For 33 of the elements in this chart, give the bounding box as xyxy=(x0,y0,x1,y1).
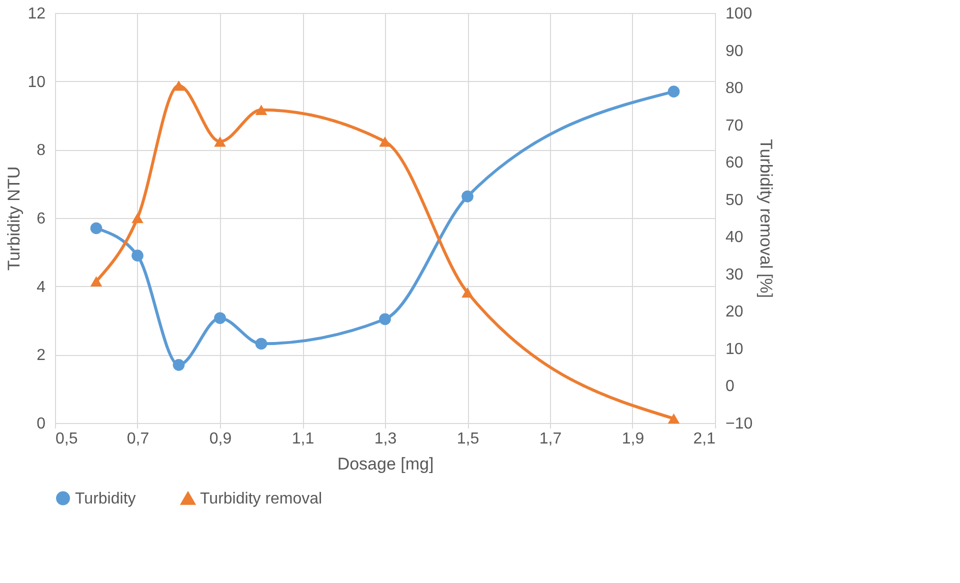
y2-tick-label: 70 xyxy=(726,117,744,134)
y-axis-title: Turbidity NTU xyxy=(4,166,24,271)
y-tick-label: 4 xyxy=(36,278,46,296)
y-tick-label: 2 xyxy=(36,347,46,364)
x-tick-label: 1,7 xyxy=(539,430,562,448)
y2-axis-title: Turbidity removal [%] xyxy=(756,138,776,298)
y-tick-label: 8 xyxy=(36,142,46,160)
x-tick-label: 0,5 xyxy=(56,430,78,448)
x-tick-label: 1,5 xyxy=(456,430,480,448)
legend-label: Turbidity removal xyxy=(200,490,322,508)
x-tick-label: 1,1 xyxy=(292,430,314,448)
x-tick-label: 2,1 xyxy=(693,430,716,448)
y-tick-label: 10 xyxy=(28,74,46,91)
x-axis-title: Dosage [mg] xyxy=(337,454,434,474)
y2-tick-label: 40 xyxy=(726,229,744,246)
y2-tick-label: 30 xyxy=(726,266,744,284)
y2-tick-label: −10 xyxy=(726,416,753,432)
y2-tick-label: 20 xyxy=(726,304,744,321)
y2-tick-label: 100 xyxy=(726,6,752,22)
y2-tick-label: 60 xyxy=(726,154,744,172)
legend-label: Turbidity xyxy=(75,490,136,508)
x-tick-label: 0,7 xyxy=(126,430,150,448)
y-tick-label: 6 xyxy=(36,210,46,228)
x-tick-label: 1,9 xyxy=(622,430,644,448)
x-tick-label: 1,3 xyxy=(374,430,397,448)
y2-tick-label: 0 xyxy=(726,378,734,396)
y-tick-label: 0 xyxy=(36,416,46,432)
y2-tick-label: 90 xyxy=(726,42,744,60)
y2-tick-label: 50 xyxy=(726,192,744,209)
x-tick-label: 0,9 xyxy=(209,430,232,448)
y-tick-label: 12 xyxy=(28,6,46,22)
y2-tick-label: 80 xyxy=(726,80,744,98)
y2-tick-label: 10 xyxy=(726,340,744,358)
